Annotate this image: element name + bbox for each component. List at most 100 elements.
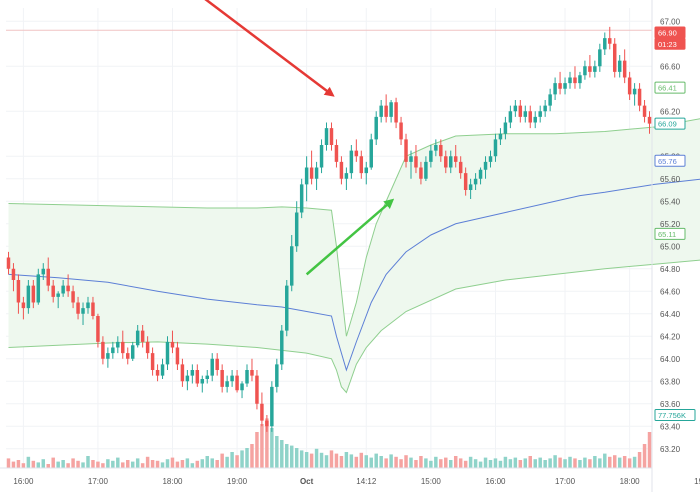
volume-bar [275, 436, 279, 468]
candle-body [56, 293, 60, 297]
x-tick-label: 18:00 [162, 477, 183, 486]
x-tick-label: Oct [300, 477, 314, 486]
price-badge-box [654, 227, 686, 240]
candle-body [96, 316, 100, 342]
volume-bar [324, 455, 329, 468]
volume-bar [175, 461, 180, 468]
candle [250, 358, 254, 382]
candle [528, 105, 532, 129]
candle-body [538, 111, 542, 117]
candle-body [508, 111, 513, 123]
candle-body [364, 167, 369, 174]
candle [349, 145, 354, 179]
price-badge-label: 66.09 [658, 120, 677, 129]
candle [543, 100, 547, 117]
candle [538, 105, 542, 123]
candle-body [61, 285, 65, 294]
y-tick-label: 64.00 [660, 355, 681, 364]
candle [439, 139, 443, 162]
price-badge-label: 77.756K [658, 411, 686, 420]
candle-body [513, 105, 518, 112]
volume-bar [359, 452, 364, 468]
candle [21, 296, 26, 320]
volume-bar [583, 457, 587, 468]
candle-body [319, 145, 324, 168]
candle [121, 330, 125, 359]
y-tick-label: 63.20 [660, 445, 681, 454]
candle [493, 133, 498, 162]
candle [106, 347, 110, 368]
middle-band-line [8, 178, 700, 372]
candle [588, 55, 592, 78]
candle [255, 370, 259, 410]
annotation-layer [204, 0, 395, 276]
candle-body [384, 105, 388, 117]
candle-body [215, 358, 219, 370]
candle-body [265, 420, 269, 427]
candle [26, 280, 31, 314]
candle-body [563, 83, 567, 89]
candle-body [414, 156, 418, 168]
candle-body [369, 139, 373, 168]
volume-bar [61, 460, 65, 468]
candle [608, 26, 612, 50]
volume-bar [463, 460, 468, 468]
candle [116, 336, 120, 354]
candle-body [66, 285, 70, 292]
candle [86, 296, 90, 314]
candle [101, 336, 105, 365]
candle [473, 173, 478, 190]
candle-body [220, 370, 224, 387]
candle-body [275, 364, 279, 387]
volume-bar [424, 458, 428, 468]
candle-body [493, 139, 498, 157]
candle-body [81, 308, 85, 314]
y-tick-label: 64.80 [660, 265, 681, 274]
candle-body [130, 345, 135, 359]
candle [394, 97, 398, 129]
candle-body [309, 167, 314, 179]
candle-body [627, 77, 632, 95]
candle [280, 325, 284, 370]
candle-body [126, 353, 130, 359]
candle [289, 235, 294, 292]
candle-body [344, 173, 349, 179]
volume-bar [548, 458, 552, 468]
candle [170, 330, 175, 354]
x-tick-label: 16:00 [485, 477, 506, 486]
candle-body [359, 156, 364, 174]
y-tick-label: 65.00 [660, 242, 681, 251]
candle [304, 156, 309, 202]
x-tick-label: 15:00 [421, 477, 442, 486]
volume-bar [160, 462, 165, 468]
candle-body [111, 347, 115, 354]
volume-bar [46, 464, 50, 468]
candle [76, 296, 80, 320]
candle [126, 347, 130, 365]
candle-body [583, 66, 587, 76]
candle-body [379, 105, 383, 117]
volume-bar [543, 460, 547, 468]
price-badge: 66.09 [654, 117, 686, 130]
candle-body [294, 212, 299, 247]
candle-body [424, 161, 428, 179]
candle-body [608, 38, 612, 44]
candle-body [51, 285, 55, 297]
candle [111, 341, 115, 359]
candle [314, 161, 319, 190]
candle-body [86, 302, 90, 309]
candle-body [121, 341, 125, 354]
candle-body [354, 150, 359, 157]
x-tick-label: 19:00 [227, 477, 248, 486]
volume-bar [116, 457, 120, 468]
volume-bar [270, 428, 274, 468]
volume-bar [81, 462, 85, 468]
candle-body [250, 370, 254, 376]
candle-body [334, 145, 339, 162]
candle [155, 364, 160, 382]
volume-bar [498, 460, 503, 468]
candle [364, 161, 369, 185]
candle [449, 150, 453, 174]
candle [91, 296, 95, 320]
